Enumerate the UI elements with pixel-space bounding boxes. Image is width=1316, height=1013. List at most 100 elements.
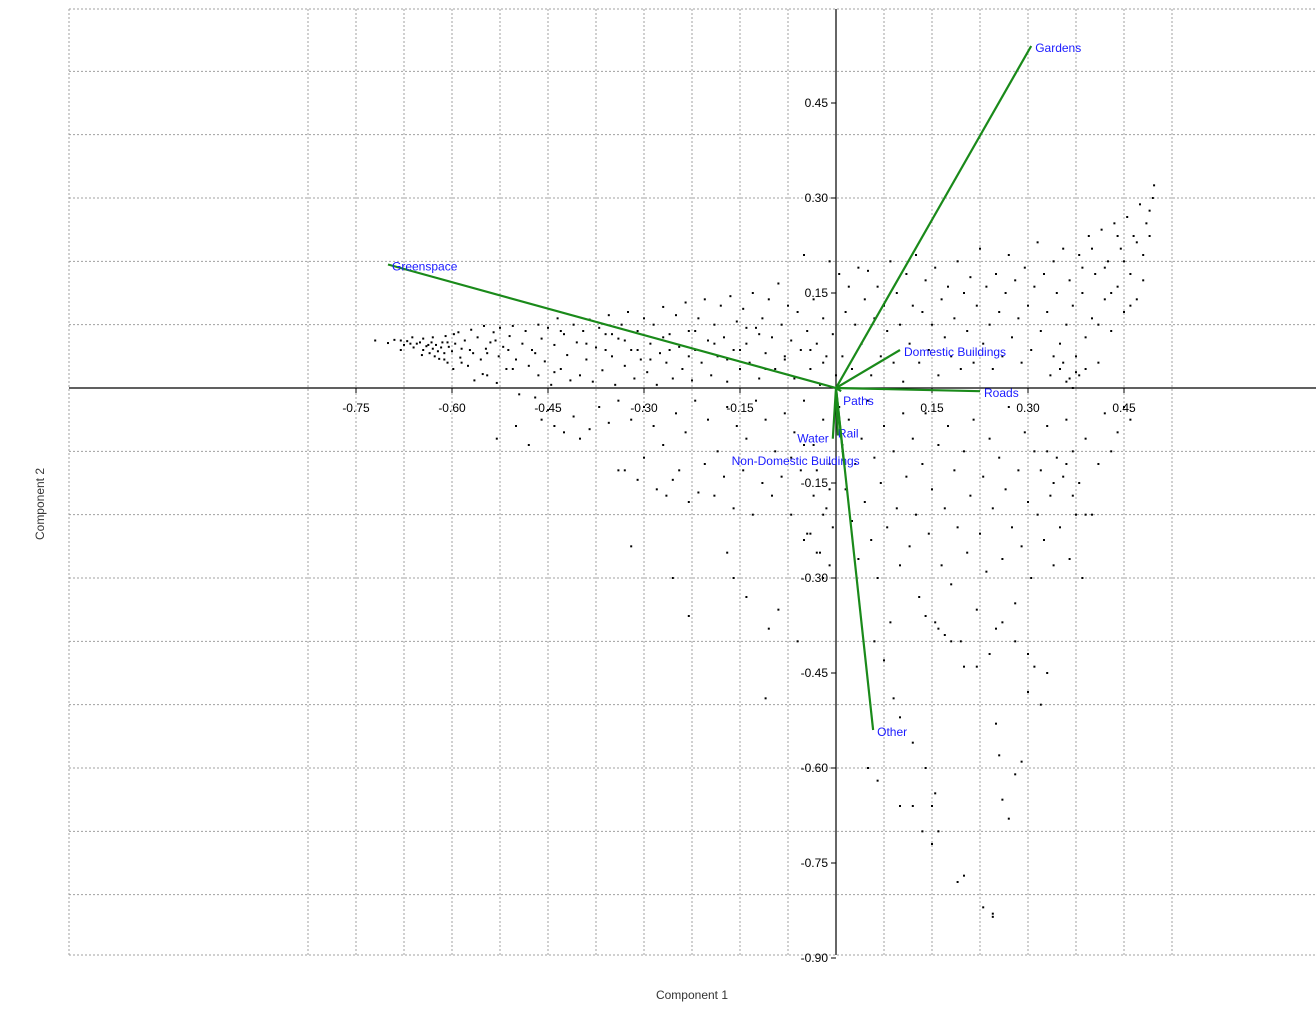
score-point (735, 425, 738, 427)
score-point (540, 337, 543, 340)
score-point (1110, 292, 1113, 294)
score-point (1097, 463, 1100, 465)
score-point (486, 374, 489, 377)
score-point (969, 494, 972, 497)
score-point (433, 355, 436, 358)
score-point (982, 342, 985, 345)
score-point (591, 380, 594, 383)
score-point (1103, 266, 1106, 269)
score-point (636, 349, 639, 351)
score-point (851, 520, 853, 522)
score-point (963, 665, 965, 668)
score-point (943, 336, 946, 339)
score-point (617, 469, 620, 472)
score-point (507, 349, 510, 351)
score-point (1004, 488, 1007, 491)
score-point (892, 361, 895, 364)
score-point (643, 317, 645, 320)
score-point (579, 437, 581, 440)
score-point (553, 371, 556, 374)
score-point (473, 379, 476, 382)
score-point (427, 343, 430, 346)
score-point (1043, 273, 1045, 275)
score-point (761, 482, 764, 484)
score-point (460, 361, 463, 364)
score-point (1065, 418, 1068, 421)
score-point (463, 339, 466, 342)
loading-label: Paths (843, 394, 874, 408)
score-point (703, 463, 706, 465)
score-point (1023, 431, 1026, 434)
score-point (803, 539, 805, 541)
loading-label: Water (797, 432, 829, 446)
score-point (678, 469, 681, 472)
score-point (559, 330, 562, 332)
score-point (758, 377, 761, 380)
score-point (452, 333, 455, 336)
x-tick-label: -0.75 (342, 401, 370, 415)
score-point (1075, 513, 1077, 516)
score-point (988, 437, 991, 440)
score-point (527, 444, 530, 446)
score-point (441, 341, 444, 344)
score-point (771, 494, 773, 497)
score-point (876, 779, 879, 782)
score-point (1020, 545, 1023, 548)
score-point (537, 323, 540, 326)
score-point (995, 722, 997, 725)
score-point (476, 336, 479, 339)
score-point (793, 377, 796, 380)
score-point (1100, 228, 1103, 231)
score-point (1116, 431, 1119, 434)
y-tick-label: -0.60 (801, 761, 829, 775)
score-point (867, 269, 869, 272)
loading-label: Domestic Buildings (904, 345, 1006, 359)
score-point (726, 358, 729, 361)
score-point (617, 399, 620, 402)
score-point (668, 349, 671, 351)
score-point (828, 564, 831, 567)
score-point (598, 406, 601, 408)
score-point (799, 349, 802, 351)
score-point (867, 399, 869, 402)
score-point (563, 333, 565, 336)
score-point (428, 352, 431, 355)
score-point (1033, 665, 1036, 668)
score-point (1020, 760, 1023, 763)
score-point (825, 355, 828, 358)
score-point (623, 339, 626, 342)
score-point (713, 323, 716, 326)
score-point (985, 570, 988, 573)
score-point (662, 444, 665, 446)
score-point (892, 450, 895, 453)
score-point (687, 501, 690, 503)
score-point (412, 346, 415, 349)
score-point (787, 304, 789, 307)
score-point (758, 333, 761, 336)
score-point (1014, 279, 1017, 282)
score-point (774, 368, 777, 370)
score-point (950, 640, 953, 643)
score-point (1033, 285, 1036, 288)
score-point (671, 478, 674, 481)
score-point (1103, 412, 1106, 415)
score-point (403, 343, 405, 346)
score-point (438, 357, 441, 360)
score-point (998, 311, 1001, 313)
score-point (646, 371, 649, 374)
loading-label: Other (877, 725, 907, 739)
score-point (483, 324, 485, 327)
score-point (1030, 577, 1033, 579)
score-point (1065, 380, 1068, 383)
score-point (703, 298, 706, 301)
score-point (870, 374, 873, 377)
score-point (1123, 311, 1125, 313)
score-point (1023, 266, 1026, 269)
loading-vector (835, 386, 981, 393)
score-point (835, 374, 837, 377)
score-point (1110, 330, 1113, 332)
score-point (937, 627, 940, 630)
score-point (547, 409, 549, 412)
score-point (924, 767, 927, 769)
score-point (687, 330, 690, 332)
